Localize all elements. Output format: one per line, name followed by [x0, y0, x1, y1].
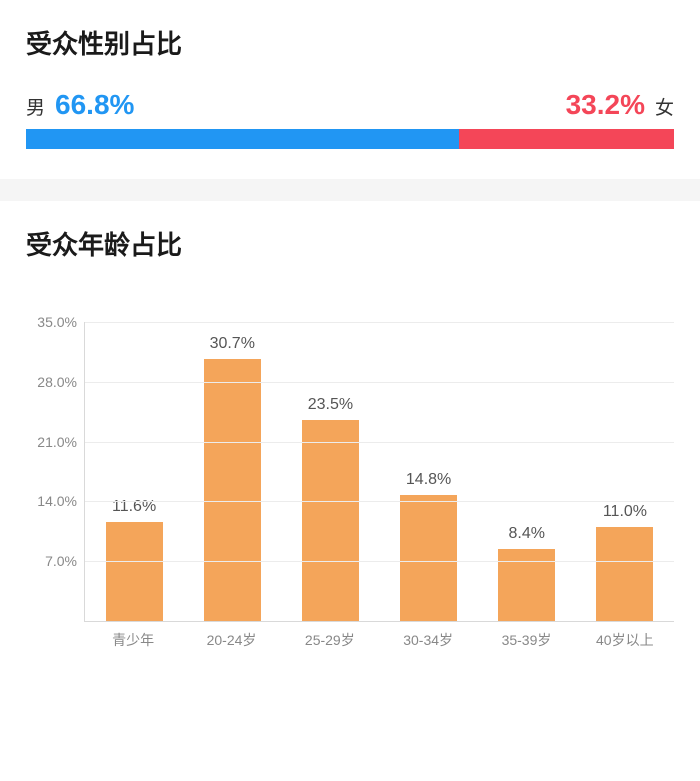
gender-female-side: 33.2% 女	[566, 89, 674, 121]
age-bar	[106, 522, 163, 621]
age-gridline	[85, 322, 674, 323]
age-xaxis: 青少年20-24岁25-29岁30-34岁35-39岁40岁以上	[84, 630, 674, 650]
age-gridline	[85, 442, 674, 443]
age-gridline	[85, 561, 674, 562]
age-xtick-label: 青少年	[84, 630, 182, 650]
age-xtick-label: 25-29岁	[281, 630, 379, 650]
gender-bar-male	[26, 129, 459, 149]
age-ytick-label: 7.0%	[27, 553, 77, 569]
age-bar-value-label: 23.5%	[308, 396, 353, 414]
age-ytick-label: 35.0%	[27, 314, 77, 330]
age-bar-slot: 8.4%	[478, 322, 576, 621]
age-section: 受众年龄占比 11.6% 30.7% 23.5% 14.8% 8.4% 11.0% 7.0…	[0, 201, 700, 680]
age-bar	[204, 359, 261, 621]
age-bar-value-label: 14.8%	[406, 471, 451, 489]
gender-female-label: 女	[655, 93, 674, 120]
age-chart-area: 11.6%30.7%23.5%14.8%8.4%11.0% 7.0%14.0%2…	[84, 322, 674, 622]
gender-labels-row: 男 66.8% 33.2% 女	[26, 89, 674, 121]
age-bar-slot: 11.0%	[576, 322, 674, 621]
age-xtick-label: 40岁以上	[576, 630, 674, 650]
age-ytick-label: 28.0%	[27, 374, 77, 390]
age-ytick-label: 14.0%	[27, 493, 77, 509]
age-bars-container: 11.6% 30.7% 23.5% 14.8% 8.4% 11.0%	[85, 322, 674, 621]
age-title: 受众年龄占比	[26, 225, 674, 262]
age-xtick-label: 35-39岁	[477, 630, 575, 650]
gender-bar	[26, 129, 674, 149]
age-bar-slot: 11.6%	[85, 322, 183, 621]
age-bar-slot: 23.5%	[281, 322, 379, 621]
age-bar-value-label: 8.4%	[509, 525, 545, 543]
age-xtick-label: 30-34岁	[379, 630, 477, 650]
age-bar	[498, 549, 555, 621]
age-bar	[302, 420, 359, 621]
gender-title: 受众性别占比	[26, 24, 674, 61]
gender-male-side: 男 66.8%	[26, 89, 134, 121]
age-gridline	[85, 382, 674, 383]
age-bar	[400, 495, 457, 621]
gender-male-pct: 66.8%	[55, 89, 134, 121]
age-chart: 11.6% 30.7% 23.5% 14.8% 8.4% 11.0% 7.0% 14.0% 2…	[26, 290, 674, 650]
gender-bar-female	[459, 129, 674, 149]
age-gridline	[85, 501, 674, 502]
age-ytick-label: 21.0%	[27, 434, 77, 450]
gender-section: 受众性别占比 男 66.8% 33.2% 女	[0, 0, 700, 179]
age-bar-value-label: 30.7%	[210, 335, 255, 353]
gender-female-pct: 33.2%	[566, 89, 645, 121]
age-bar	[596, 527, 653, 621]
age-bar-value-label: 11.0%	[603, 503, 647, 521]
age-bar-slot: 14.8%	[380, 322, 478, 621]
section-divider	[0, 179, 700, 201]
gender-male-label: 男	[26, 93, 45, 120]
age-bar-slot: 30.7%	[183, 322, 281, 621]
age-xtick-label: 20-24岁	[182, 630, 280, 650]
